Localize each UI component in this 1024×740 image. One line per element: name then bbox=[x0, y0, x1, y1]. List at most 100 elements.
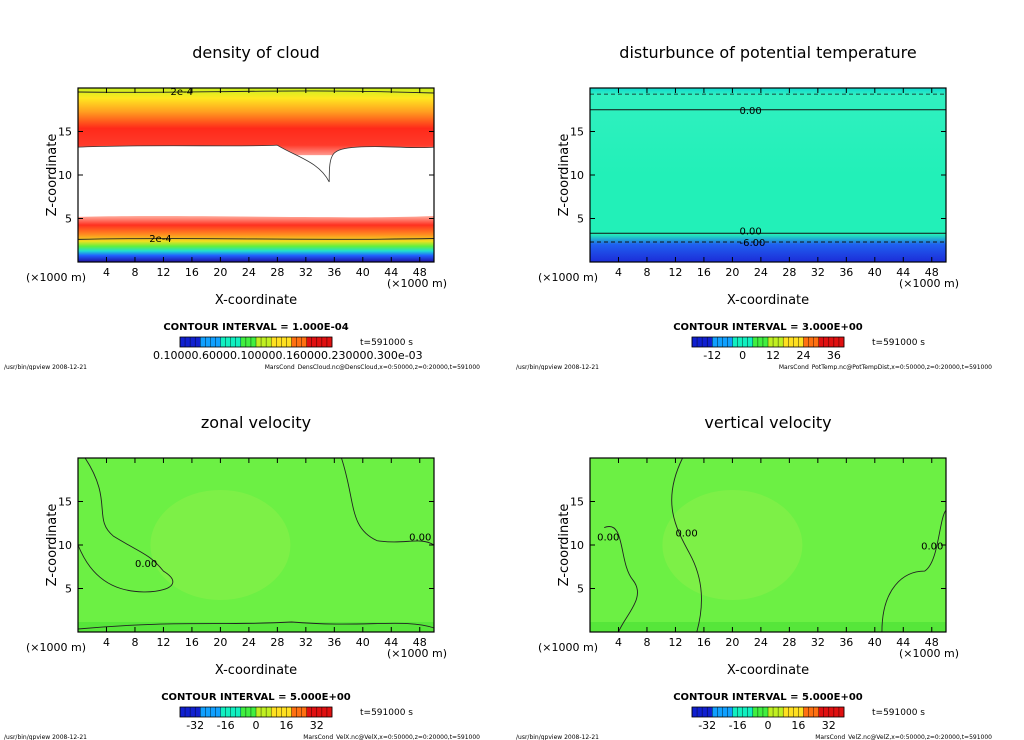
x-tick-label: 36 bbox=[839, 636, 853, 649]
colorbar-cell bbox=[245, 707, 252, 717]
colorbar-cell bbox=[205, 707, 211, 717]
colorbar-cell bbox=[762, 707, 769, 717]
chart-title: vertical velocity bbox=[704, 413, 831, 432]
colorbar-tick-label: -16 bbox=[217, 719, 235, 732]
potential-temperature-chart: 0.00 0.00 -6.00 4 8 12 16 20 24 28 32 36 40 44 48 5 10 15… bbox=[512, 0, 1024, 370]
colorbar-cell bbox=[185, 707, 191, 717]
colorbar-cell bbox=[742, 337, 749, 347]
colorbar-tick-label: 0 bbox=[765, 719, 772, 732]
contour-interval-label: CONTOUR INTERVAL = 1.000E-04 bbox=[163, 322, 348, 333]
colorbar-cell bbox=[180, 707, 186, 717]
x-tick-label: 40 bbox=[868, 636, 882, 649]
colorbar-cell bbox=[798, 707, 804, 717]
colorbar-cell bbox=[306, 707, 313, 717]
contour-line bbox=[341, 457, 435, 546]
vertical-velocity-chart: 0.00 0.00 0.00 4 8 12 16 20 24 28 32 36 40 44 48 5 10 15 v… bbox=[512, 370, 1024, 740]
footer-program: /usr/bin/gpview 2008-12-21 bbox=[4, 734, 87, 740]
contour-label: 2e-4 bbox=[149, 234, 172, 245]
x-tick-label: 28 bbox=[270, 266, 284, 279]
colorbar-cell bbox=[326, 337, 333, 347]
colorbar-cell bbox=[296, 707, 302, 717]
y-tick-label: 15 bbox=[570, 496, 584, 509]
colorbar-cell bbox=[757, 707, 764, 717]
contour-interval-label: CONTOUR INTERVAL = 5.000E+00 bbox=[161, 692, 351, 703]
colorbar-cell bbox=[225, 707, 231, 717]
colorbar-cell bbox=[195, 707, 201, 717]
x-unit-label: (×1000 m) bbox=[899, 277, 959, 290]
colorbar-cell bbox=[326, 707, 333, 717]
contour-line bbox=[77, 457, 174, 593]
x-tick-label: 8 bbox=[131, 636, 138, 649]
colorbar-cell bbox=[823, 707, 830, 717]
x-tick-label: 40 bbox=[868, 266, 882, 279]
contour-line bbox=[77, 90, 435, 94]
colorbar-cell bbox=[838, 707, 845, 717]
x-tick-label: 36 bbox=[327, 266, 341, 279]
x-tick-label: 36 bbox=[839, 266, 853, 279]
contour-label: 0.00 bbox=[135, 559, 157, 570]
contour-interval-label: CONTOUR INTERVAL = 5.000E+00 bbox=[673, 692, 863, 703]
colorbar-cell bbox=[190, 337, 196, 347]
contour-label: 2e-4 bbox=[171, 87, 194, 98]
y-tick-label: 15 bbox=[570, 126, 584, 139]
contour-label: 0.00 bbox=[597, 533, 619, 544]
y-unit-label: (×1000 m) bbox=[26, 271, 86, 284]
colorbar-cell bbox=[311, 337, 318, 347]
x-tick-label: 28 bbox=[782, 266, 796, 279]
colorbar-cell bbox=[747, 337, 754, 347]
time-label: t=591000 s bbox=[360, 338, 413, 348]
colorbar-cell bbox=[762, 337, 769, 347]
colorbar-cell bbox=[291, 337, 297, 347]
colorbar-cell bbox=[245, 337, 252, 347]
colorbar-cell bbox=[707, 337, 713, 347]
x-tick-label: 24 bbox=[754, 266, 768, 279]
colorbar-cell bbox=[742, 707, 749, 717]
contour-line bbox=[671, 457, 702, 633]
x-tick-label: 16 bbox=[185, 266, 199, 279]
x-tick-label: 40 bbox=[356, 266, 370, 279]
colorbar-cell bbox=[793, 337, 799, 347]
colorbar-tick-label: 0.10000.60000.100000.160000.230000.300e-… bbox=[153, 349, 423, 362]
time-label: t=591000 s bbox=[872, 338, 925, 348]
y-tick-label: 10 bbox=[570, 169, 584, 182]
chart-canvas: 0.000.004 8 12 16 20 24 28 32 36 40 44 4851015zonal… bbox=[4, 413, 480, 740]
colorbar-cell bbox=[813, 337, 819, 347]
y-tick-label: 5 bbox=[577, 583, 584, 596]
colorbar-cell bbox=[752, 707, 759, 717]
colorbar-cell bbox=[773, 707, 779, 717]
colorbar-cell bbox=[773, 337, 779, 347]
y-tick-label: 10 bbox=[570, 539, 584, 552]
x-tick-label: 12 bbox=[156, 266, 170, 279]
colorbar-cell bbox=[266, 707, 272, 717]
colorbar-tick-label: 0 bbox=[253, 719, 260, 732]
footer-program: /usr/bin/gpview 2008-12-21 bbox=[516, 364, 599, 370]
colorbar-cell bbox=[261, 337, 267, 347]
colorbar-cell bbox=[803, 337, 809, 347]
x-tick-label: 8 bbox=[131, 266, 138, 279]
contour-line bbox=[604, 526, 638, 633]
colorbar-cell bbox=[256, 337, 262, 347]
colorbar-cell bbox=[235, 337, 242, 347]
colorbar-cell bbox=[727, 707, 733, 717]
colorbar-cell bbox=[737, 337, 743, 347]
upper-cloud-layer bbox=[78, 88, 434, 156]
x-tick-label: 24 bbox=[242, 266, 256, 279]
x-tick-label: 32 bbox=[299, 266, 313, 279]
colorbar-cell bbox=[828, 337, 835, 347]
colorbar-frame bbox=[691, 706, 845, 718]
colorbar-tick-label: 0 bbox=[739, 349, 746, 362]
footer-source: MarsCond_PotTemp.nc@PotTempDist,x=0:5000… bbox=[779, 364, 992, 370]
velocity-patch bbox=[150, 490, 291, 600]
contour-line bbox=[77, 621, 435, 630]
colorbar-cell bbox=[185, 337, 191, 347]
x-axis-label: X-coordinate bbox=[727, 293, 809, 308]
colorbar-tick-label: 32 bbox=[822, 719, 836, 732]
y-tick-label: 15 bbox=[58, 496, 72, 509]
colorbar-cell bbox=[281, 337, 287, 347]
x-tick-label: 48 bbox=[413, 266, 427, 279]
footer-source: MarsCond_DensCloud.nc@DensCloud,x=0:5000… bbox=[265, 364, 480, 370]
colorbar-cell bbox=[697, 707, 703, 717]
y-tick-label: 5 bbox=[65, 213, 72, 226]
y-tick-label: 10 bbox=[58, 169, 72, 182]
x-tick-label: 4 bbox=[615, 266, 622, 279]
